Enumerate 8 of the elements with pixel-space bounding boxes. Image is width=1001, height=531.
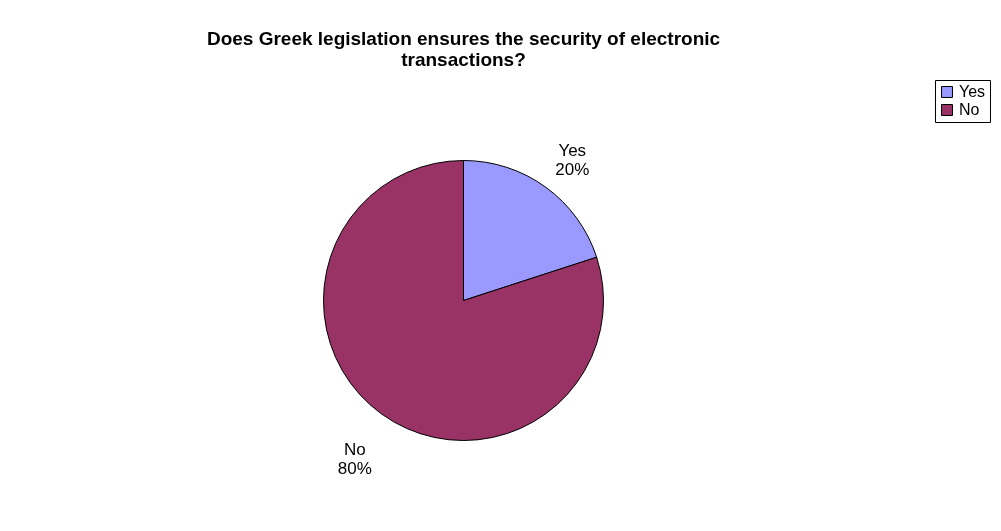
slice-label: No xyxy=(343,440,366,460)
legend-label: Yes xyxy=(959,83,986,100)
legend-label: No xyxy=(959,101,980,118)
pie-slice xyxy=(323,160,604,441)
data-label: 80% xyxy=(337,459,372,479)
chart-title: Does Greek legislation ensures the security of electronic transactions? xyxy=(206,28,721,70)
data-label: 20% xyxy=(555,159,590,179)
slice-label: Yes xyxy=(558,140,587,160)
